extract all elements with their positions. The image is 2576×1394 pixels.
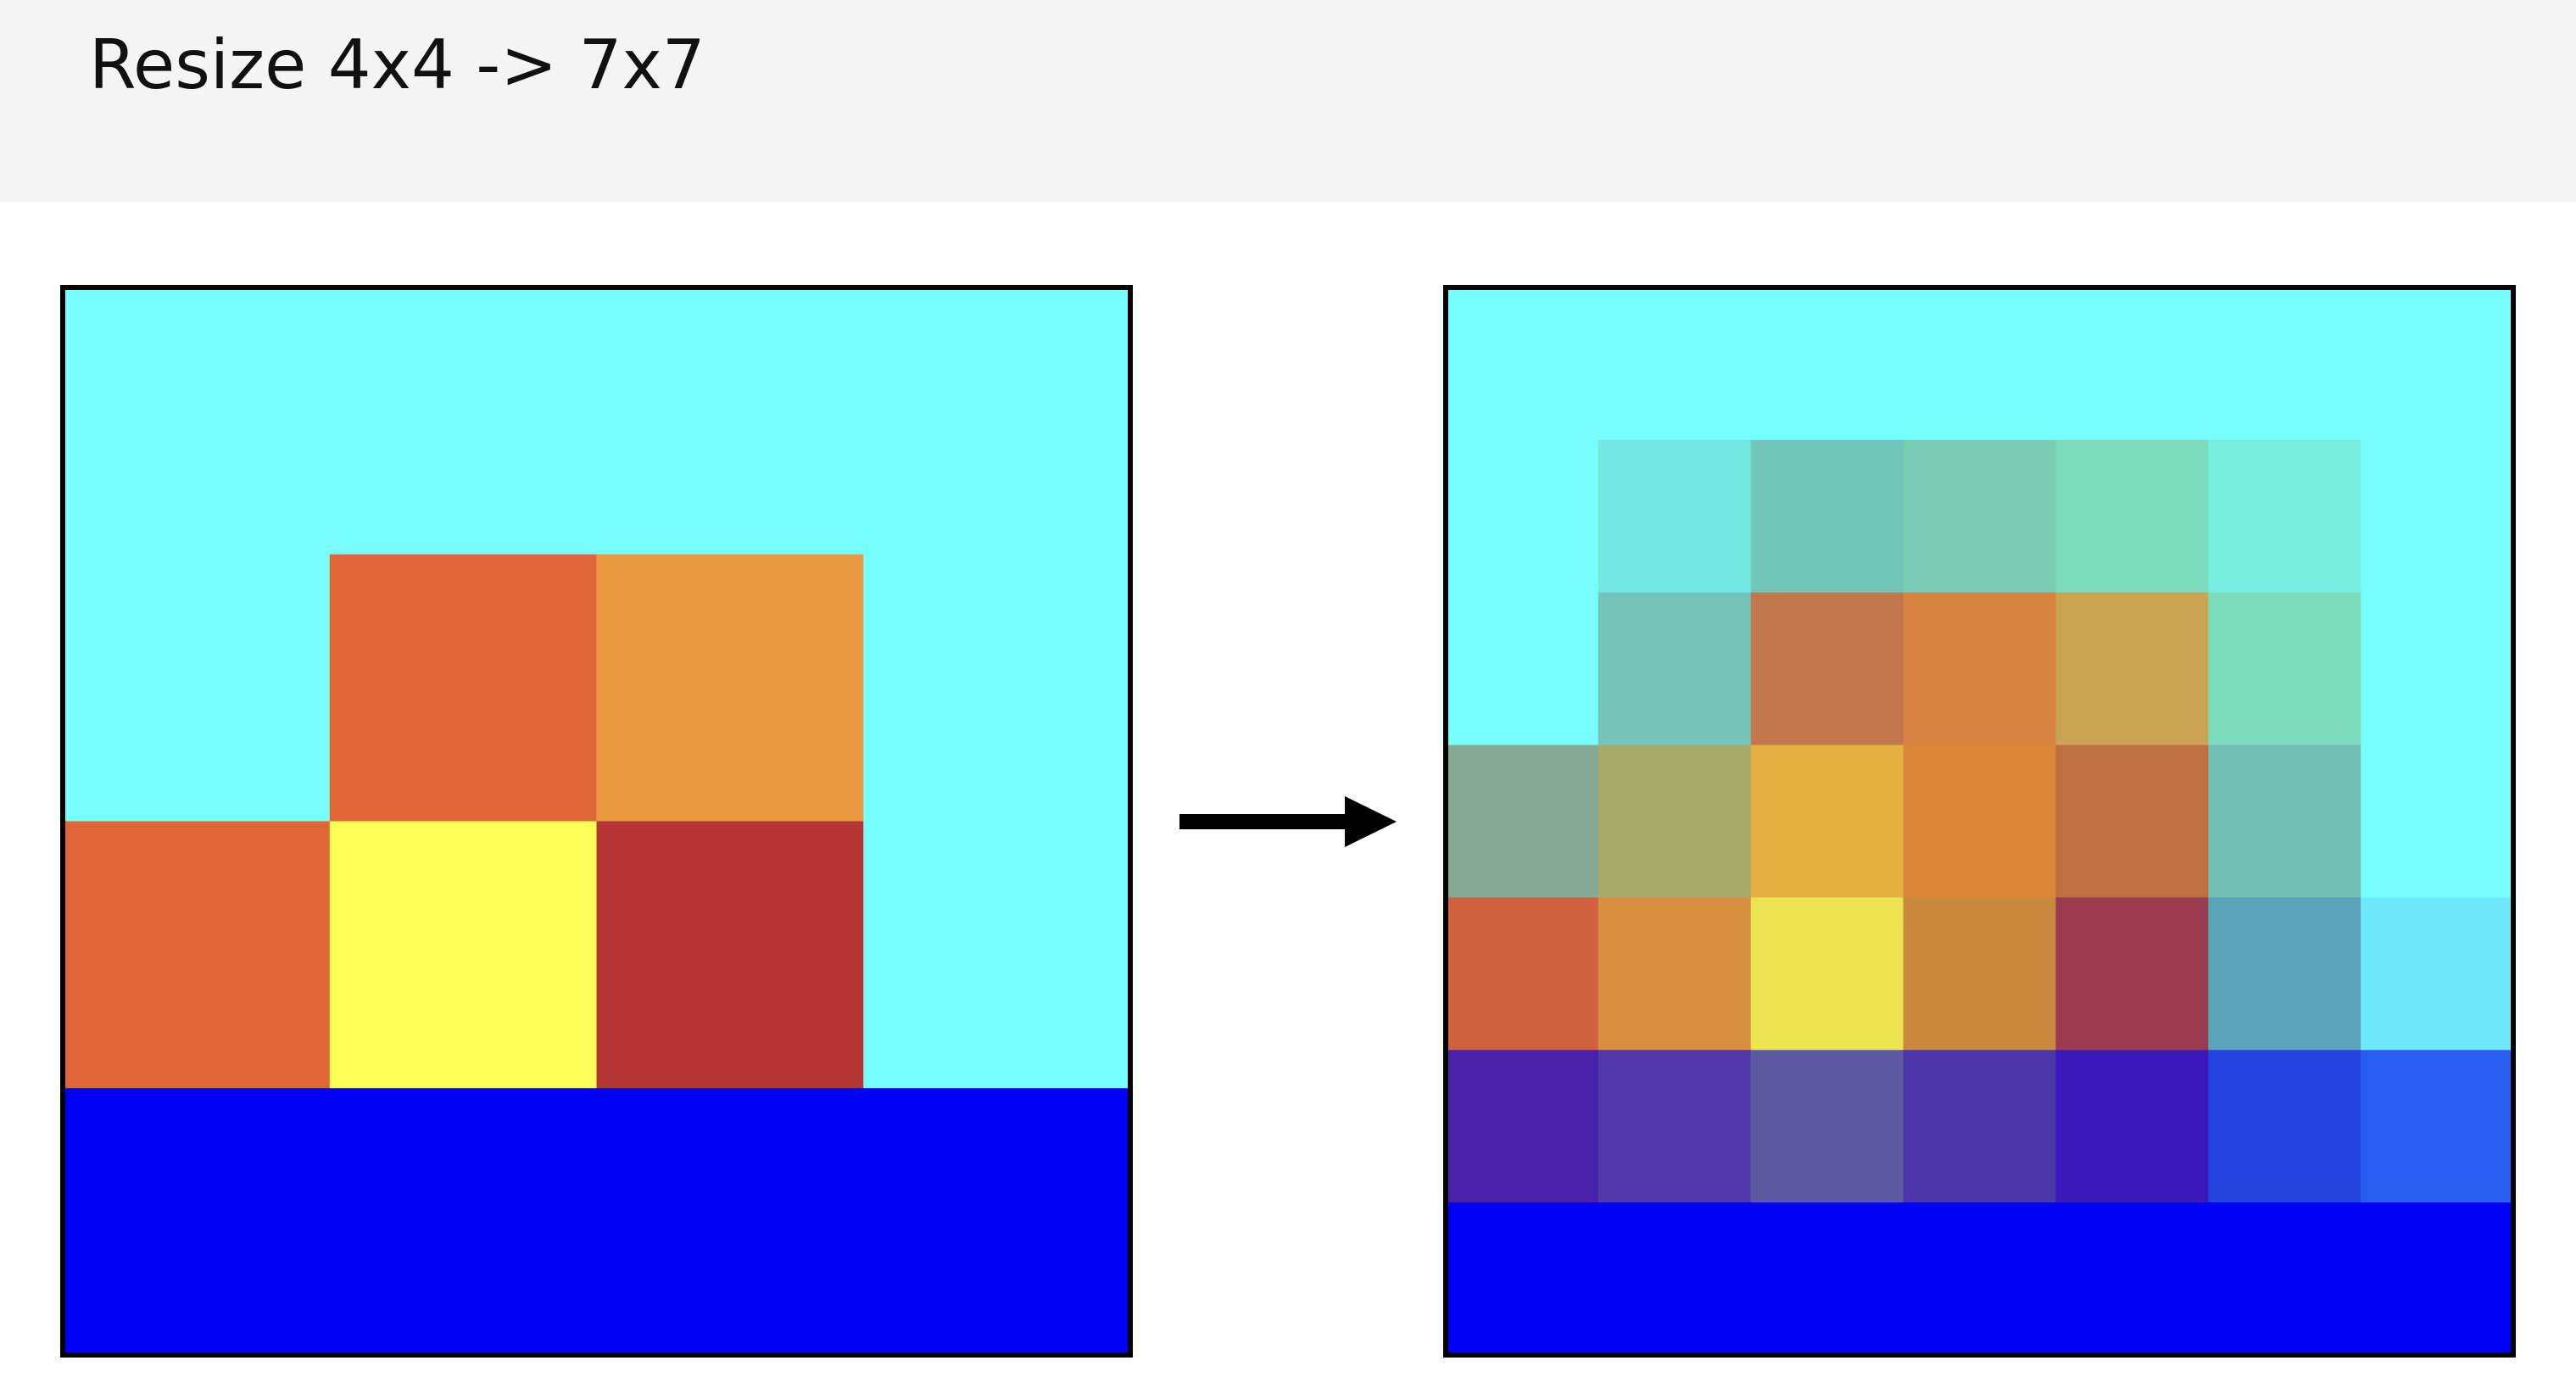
grid-cell (2055, 744, 2209, 898)
grid-cell (596, 821, 864, 1089)
grid-cell (863, 821, 1131, 1089)
grid-cell (1903, 287, 2056, 441)
grid-cell (1903, 592, 2056, 746)
grid-cell (596, 554, 864, 822)
grid-cell (2055, 897, 2209, 1051)
grid-cell (1750, 1050, 1904, 1203)
grid-cell (1750, 592, 1904, 746)
arrow-head (1345, 796, 1397, 847)
grid-cell (1446, 592, 1599, 746)
grid-cell (1903, 1202, 2056, 1356)
grid-cell (2361, 1202, 2514, 1356)
grid-cell (1750, 1202, 1904, 1356)
grid-cell (2208, 287, 2361, 441)
grid-cell (2055, 439, 2209, 594)
grid-cell (2208, 897, 2361, 1051)
grid-cell (2208, 439, 2361, 594)
grid-cell (863, 554, 1131, 822)
grid-cell (1597, 592, 1752, 746)
grid-cell (2208, 1202, 2361, 1356)
grid-cell (2208, 1050, 2361, 1203)
grid-cell (2361, 287, 2514, 441)
grid-cell (1446, 1050, 1599, 1203)
grids (60, 285, 2516, 1358)
grid-cell (1597, 897, 1752, 1051)
grid-cell (329, 287, 597, 555)
grid-cell (1750, 439, 1904, 594)
grid-cell (63, 821, 331, 1089)
grid-cell (863, 1088, 1131, 1356)
grid-cell (2208, 744, 2361, 898)
grid-border (60, 285, 1133, 1358)
grid-cell (63, 1088, 331, 1356)
grid-cell (63, 287, 331, 555)
grid-cell (1446, 439, 1599, 594)
grid-cell (329, 554, 597, 822)
grid-cell (2055, 1050, 2209, 1203)
grid-cell (63, 554, 331, 822)
grid-cell (1446, 897, 1599, 1051)
grid-cell (2055, 592, 2209, 746)
grid-cell (2055, 1202, 2209, 1356)
grid-cell (1597, 744, 1752, 898)
grid-cell (2361, 744, 2514, 898)
grid-cell (329, 821, 597, 1089)
grid-cell (2361, 1050, 2514, 1203)
grid-cell (2208, 592, 2361, 746)
title: Resize 4x4 -> 7x7 (89, 25, 705, 104)
grid-cell (596, 1088, 864, 1356)
grid-cell (1597, 1202, 1752, 1356)
grid-border (1443, 285, 2516, 1358)
grid-cell (1903, 897, 2056, 1051)
grid-cell (1903, 744, 2056, 898)
header: Resize 4x4 -> 7x7 (0, 0, 2576, 202)
grid-cell (1597, 439, 1752, 594)
grid-cell (1750, 897, 1904, 1051)
grid-cell (329, 1088, 597, 1356)
grid-cell (596, 287, 864, 555)
grid-cell (1446, 287, 1599, 441)
grid-cell (2361, 897, 2514, 1051)
grid-cell (2361, 439, 2514, 594)
grid-cell (1903, 1050, 2056, 1203)
grid-cell (2055, 287, 2209, 441)
grid-cell (1903, 439, 2056, 594)
grid-cell (1750, 744, 1904, 898)
grid-cell (1750, 287, 1904, 441)
grid-cell (1446, 744, 1599, 898)
grid-cell (1446, 1202, 1599, 1356)
grid-cell (863, 287, 1131, 555)
grid-cell (2361, 592, 2514, 746)
grid-cell (1597, 1050, 1752, 1203)
grid-cell (1597, 287, 1752, 441)
